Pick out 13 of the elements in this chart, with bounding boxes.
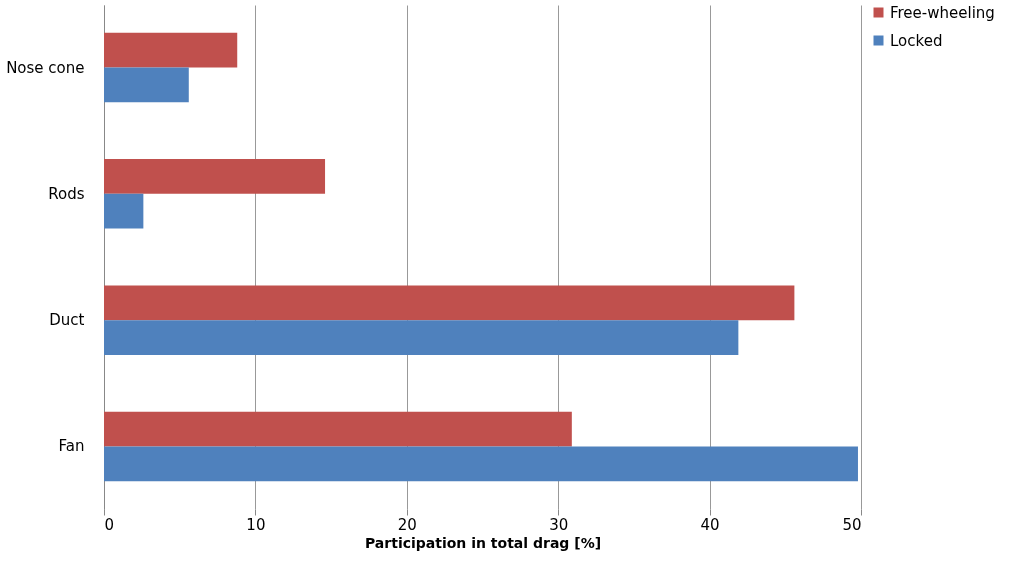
y-tick-label: Fan [58, 437, 85, 456]
x-tick-label: 0 [104, 515, 115, 534]
x-tick-label: 40 [700, 515, 720, 534]
x-tick-label: 30 [549, 515, 569, 534]
x-axis-title: Participation in total drag [%] [364, 534, 602, 551]
x-tick-label: 50 [842, 515, 862, 534]
y-tick-label: Nose cone [6, 58, 85, 77]
x-tick-label: 20 [397, 515, 417, 534]
y-tick-label: Duct [49, 311, 85, 330]
legend-label: Locked [890, 31, 943, 50]
x-tick-label: 10 [246, 515, 266, 534]
y-tick-label: Rods [48, 184, 85, 203]
legend-label: Free-wheeling [890, 3, 995, 22]
